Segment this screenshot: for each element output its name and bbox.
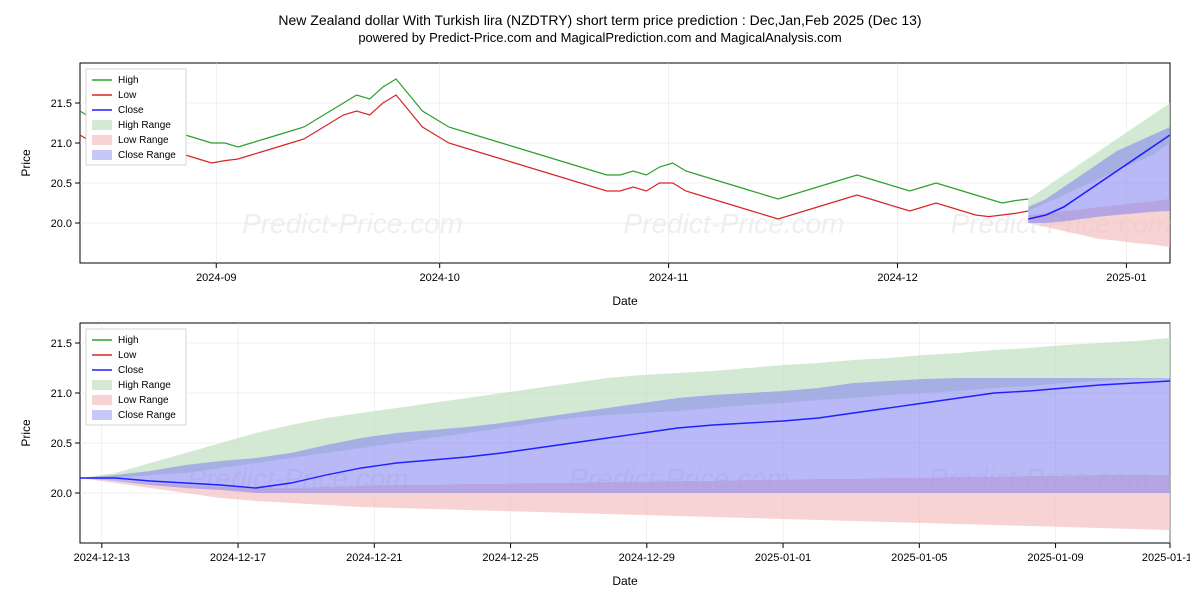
svg-text:2024-12-29: 2024-12-29: [619, 552, 675, 564]
svg-text:2024-10: 2024-10: [420, 272, 460, 284]
svg-text:20.0: 20.0: [51, 488, 72, 500]
svg-text:2024-09: 2024-09: [196, 272, 236, 284]
chart-title: New Zealand dollar With Turkish lira (NZ…: [10, 12, 1190, 28]
svg-text:2025-01-09: 2025-01-09: [1027, 552, 1083, 564]
svg-text:Low: Low: [118, 350, 137, 361]
svg-text:Date: Date: [612, 294, 638, 308]
svg-text:2024-12-13: 2024-12-13: [74, 552, 130, 564]
svg-text:20.5: 20.5: [51, 178, 72, 190]
svg-text:2025-01-05: 2025-01-05: [891, 552, 947, 564]
svg-text:2024-12-17: 2024-12-17: [210, 552, 266, 564]
chart-figure: New Zealand dollar With Turkish lira (NZ…: [10, 12, 1190, 593]
svg-text:Close Range: Close Range: [118, 410, 176, 421]
chart-panel-2: Predict-Price.comPredict-Price.comPredic…: [10, 313, 1190, 593]
svg-text:2024-12-21: 2024-12-21: [346, 552, 402, 564]
svg-text:Close Range: Close Range: [118, 150, 176, 161]
svg-text:High Range: High Range: [118, 120, 171, 131]
svg-text:21.0: 21.0: [51, 388, 72, 400]
svg-text:2024-11: 2024-11: [649, 272, 689, 284]
svg-text:High: High: [118, 75, 139, 86]
svg-text:20.0: 20.0: [51, 218, 72, 230]
svg-text:20.5: 20.5: [51, 438, 72, 450]
svg-text:21.5: 21.5: [51, 338, 72, 350]
svg-text:Price: Price: [19, 419, 33, 447]
svg-text:2025-01-13: 2025-01-13: [1142, 552, 1190, 564]
chart-subtitle: powered by Predict-Price.com and Magical…: [10, 30, 1190, 45]
svg-text:Date: Date: [612, 574, 638, 588]
svg-text:21.5: 21.5: [51, 98, 72, 110]
svg-text:Low Range: Low Range: [118, 395, 169, 406]
svg-text:Close: Close: [118, 365, 144, 376]
svg-text:High Range: High Range: [118, 380, 171, 391]
svg-text:Low: Low: [118, 90, 137, 101]
svg-text:2024-12-25: 2024-12-25: [482, 552, 538, 564]
svg-text:Close: Close: [118, 105, 144, 116]
svg-text:2025-01: 2025-01: [1106, 272, 1146, 284]
svg-text:Predict-Price.com: Predict-Price.com: [242, 208, 463, 239]
chart-panel-1: Predict-Price.comPredict-Price.comPredic…: [10, 53, 1190, 313]
svg-text:High: High: [118, 335, 139, 346]
svg-text:2025-01-01: 2025-01-01: [755, 552, 811, 564]
svg-text:Predict-Price.com: Predict-Price.com: [624, 208, 845, 239]
svg-text:Low Range: Low Range: [118, 135, 169, 146]
svg-text:21.0: 21.0: [51, 138, 72, 150]
svg-text:Price: Price: [19, 149, 33, 177]
svg-text:2024-12: 2024-12: [877, 272, 917, 284]
